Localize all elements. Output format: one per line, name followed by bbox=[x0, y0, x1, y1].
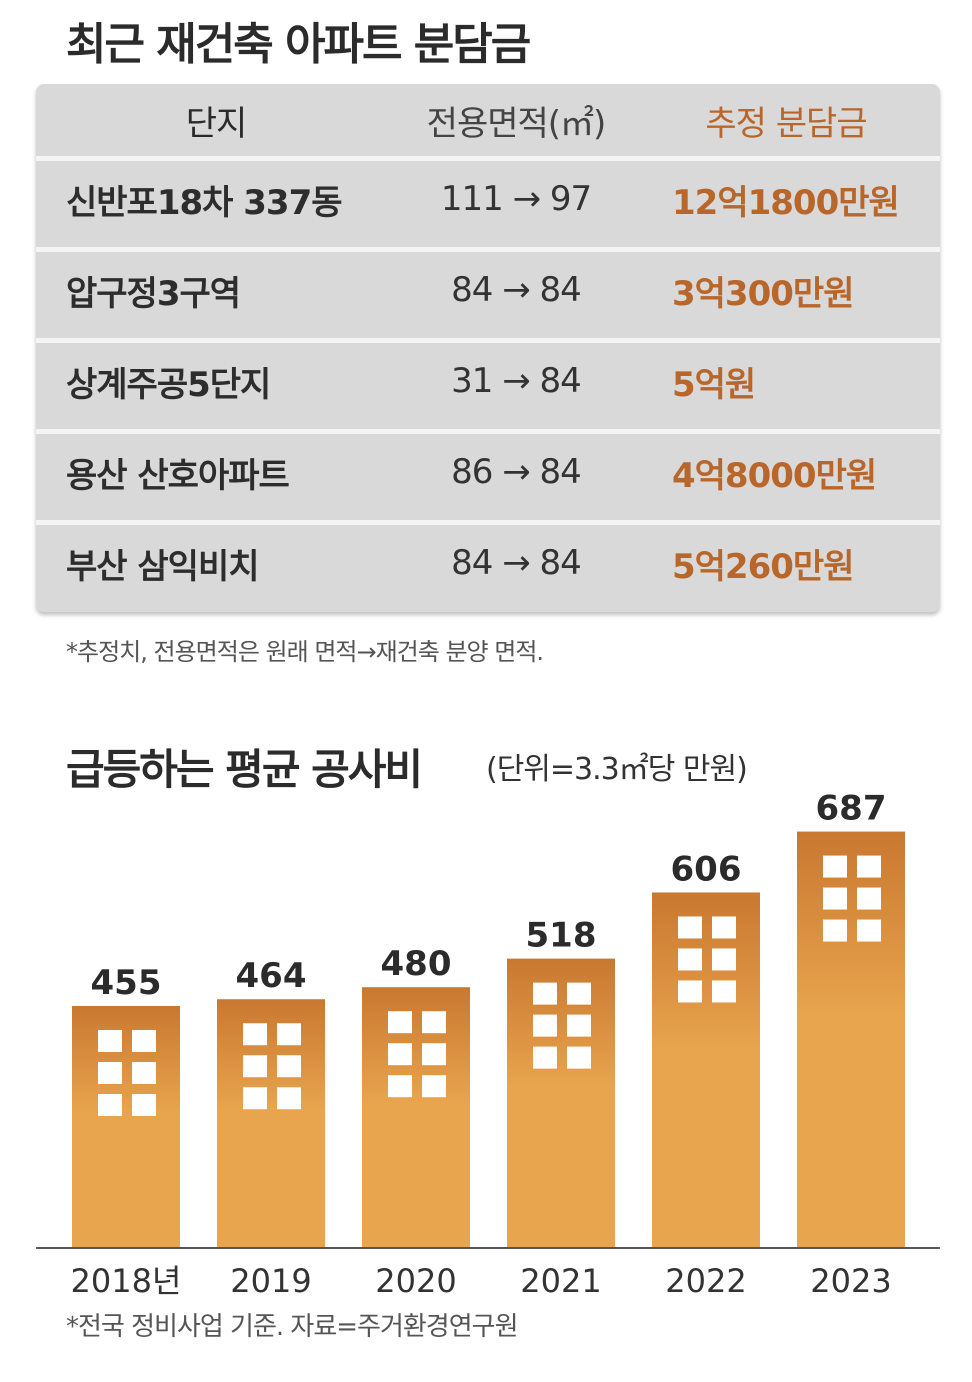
row-cost: 12억1800만원 bbox=[672, 182, 900, 223]
bar-window bbox=[712, 916, 736, 939]
bar-window bbox=[388, 1075, 412, 1098]
row-complex: 용산 산호아파트 bbox=[66, 455, 290, 496]
bar-window bbox=[422, 1043, 446, 1066]
row-complex: 신반포18차 337동 bbox=[66, 182, 343, 223]
row-area: 86 → 84 bbox=[451, 452, 582, 492]
category-label: 2018년 bbox=[71, 1262, 182, 1300]
category-label: 2019 bbox=[230, 1262, 311, 1300]
bar-window bbox=[243, 1055, 267, 1078]
bar-value-label: 687 bbox=[816, 789, 887, 829]
bar-window bbox=[277, 1055, 301, 1078]
bar-value-label: 480 bbox=[381, 944, 452, 984]
row-area: 84 → 84 bbox=[451, 543, 582, 583]
row-area: 31 → 84 bbox=[451, 361, 582, 401]
row-cost: 5억260만원 bbox=[672, 546, 854, 587]
bar-window bbox=[823, 919, 847, 942]
bar-window bbox=[243, 1087, 267, 1110]
table-note: *추정치, 전용면적은 원래 면적→재건축 분양 면적. bbox=[66, 638, 544, 666]
bar bbox=[72, 1005, 180, 1248]
header-complex: 단지 bbox=[185, 103, 248, 144]
bar-window bbox=[243, 1023, 267, 1046]
bar-window bbox=[98, 1061, 122, 1084]
table-row: 신반포18차 337동 111 → 97 12억1800만원 bbox=[36, 156, 940, 242]
row-divider bbox=[36, 156, 940, 161]
bar-window bbox=[98, 1029, 122, 1052]
bar bbox=[507, 958, 615, 1248]
bar-window bbox=[712, 980, 736, 1003]
table-title: 최근 재건축 아파트 분담금 bbox=[66, 19, 531, 70]
table-row: 압구정3구역 84 → 84 3억300만원 bbox=[36, 247, 940, 333]
bar-window bbox=[678, 916, 702, 939]
bar-window bbox=[422, 1075, 446, 1098]
category-label: 2020 bbox=[375, 1262, 456, 1300]
category-label: 2022 bbox=[665, 1262, 746, 1300]
row-divider bbox=[36, 338, 940, 343]
bar-window bbox=[857, 855, 881, 878]
row-complex: 상계주공5단지 bbox=[66, 364, 271, 405]
bar-window bbox=[132, 1061, 156, 1084]
bar-value-label: 464 bbox=[236, 956, 307, 996]
chart-title: 급등하는 평균 공사비 bbox=[66, 745, 423, 794]
row-complex: 부산 삼익비치 bbox=[66, 546, 260, 587]
bar-window bbox=[567, 1046, 591, 1069]
bar bbox=[652, 892, 760, 1248]
bar-window bbox=[277, 1023, 301, 1046]
bar bbox=[217, 999, 325, 1248]
row-cost: 3억300만원 bbox=[672, 273, 854, 314]
bar-window bbox=[567, 1014, 591, 1037]
bar-window bbox=[388, 1043, 412, 1066]
row-complex: 압구정3구역 bbox=[66, 273, 241, 314]
row-divider bbox=[36, 429, 940, 434]
bar-window bbox=[857, 919, 881, 942]
bar-window bbox=[857, 887, 881, 910]
bar bbox=[362, 987, 470, 1248]
header-area: 전용면적(㎡) bbox=[426, 103, 607, 144]
bar-window bbox=[132, 1029, 156, 1052]
bar-window bbox=[533, 1046, 557, 1069]
bar-window bbox=[712, 948, 736, 971]
bar-window bbox=[277, 1087, 301, 1110]
header-cost: 추정 분담금 bbox=[705, 103, 867, 144]
bar-window bbox=[823, 887, 847, 910]
source-note: *전국 정비사업 기준. 자료=주거환경연구원 bbox=[66, 1312, 518, 1342]
bar bbox=[797, 831, 905, 1248]
category-label: 2021 bbox=[520, 1262, 601, 1300]
table-row: 상계주공5단지 31 → 84 5억원 bbox=[36, 338, 940, 424]
row-cost: 5억원 bbox=[672, 364, 756, 405]
bar-window bbox=[98, 1093, 122, 1116]
bar-window bbox=[533, 982, 557, 1005]
row-cost: 4억8000만원 bbox=[672, 455, 877, 496]
construction-cost-bar-chart: 455 2018년 464 2019 480 2020 518 2021 606 2022 687 2… bbox=[36, 789, 940, 1300]
table-row: 용산 산호아파트 86 → 84 4억8000만원 bbox=[36, 429, 940, 515]
category-label: 2023 bbox=[810, 1262, 891, 1300]
table-row: 부산 삼익비치 84 → 84 5억260만원 bbox=[36, 520, 940, 606]
bar-window bbox=[567, 982, 591, 1005]
bar-window bbox=[132, 1093, 156, 1116]
bar-window bbox=[388, 1011, 412, 1034]
row-area: 84 → 84 bbox=[451, 270, 582, 310]
bar-value-label: 455 bbox=[91, 963, 162, 1003]
table-header-row: 단지 전용면적(㎡) 추정 분담금 bbox=[36, 84, 940, 156]
row-divider bbox=[36, 520, 940, 525]
bar-window bbox=[823, 855, 847, 878]
bar-window bbox=[678, 980, 702, 1003]
contribution-table: 단지 전용면적(㎡) 추정 분담금 신반포18차 337동 111 → 97 1… bbox=[36, 84, 940, 612]
row-area: 111 → 97 bbox=[440, 179, 592, 219]
bar-value-label: 606 bbox=[671, 849, 742, 889]
chart-unit: (단위=3.3㎡당 만원) bbox=[486, 752, 748, 787]
row-divider bbox=[36, 247, 940, 252]
bar-value-label: 518 bbox=[526, 916, 597, 956]
bar-window bbox=[422, 1011, 446, 1034]
bar-window bbox=[533, 1014, 557, 1037]
bar-window bbox=[678, 948, 702, 971]
